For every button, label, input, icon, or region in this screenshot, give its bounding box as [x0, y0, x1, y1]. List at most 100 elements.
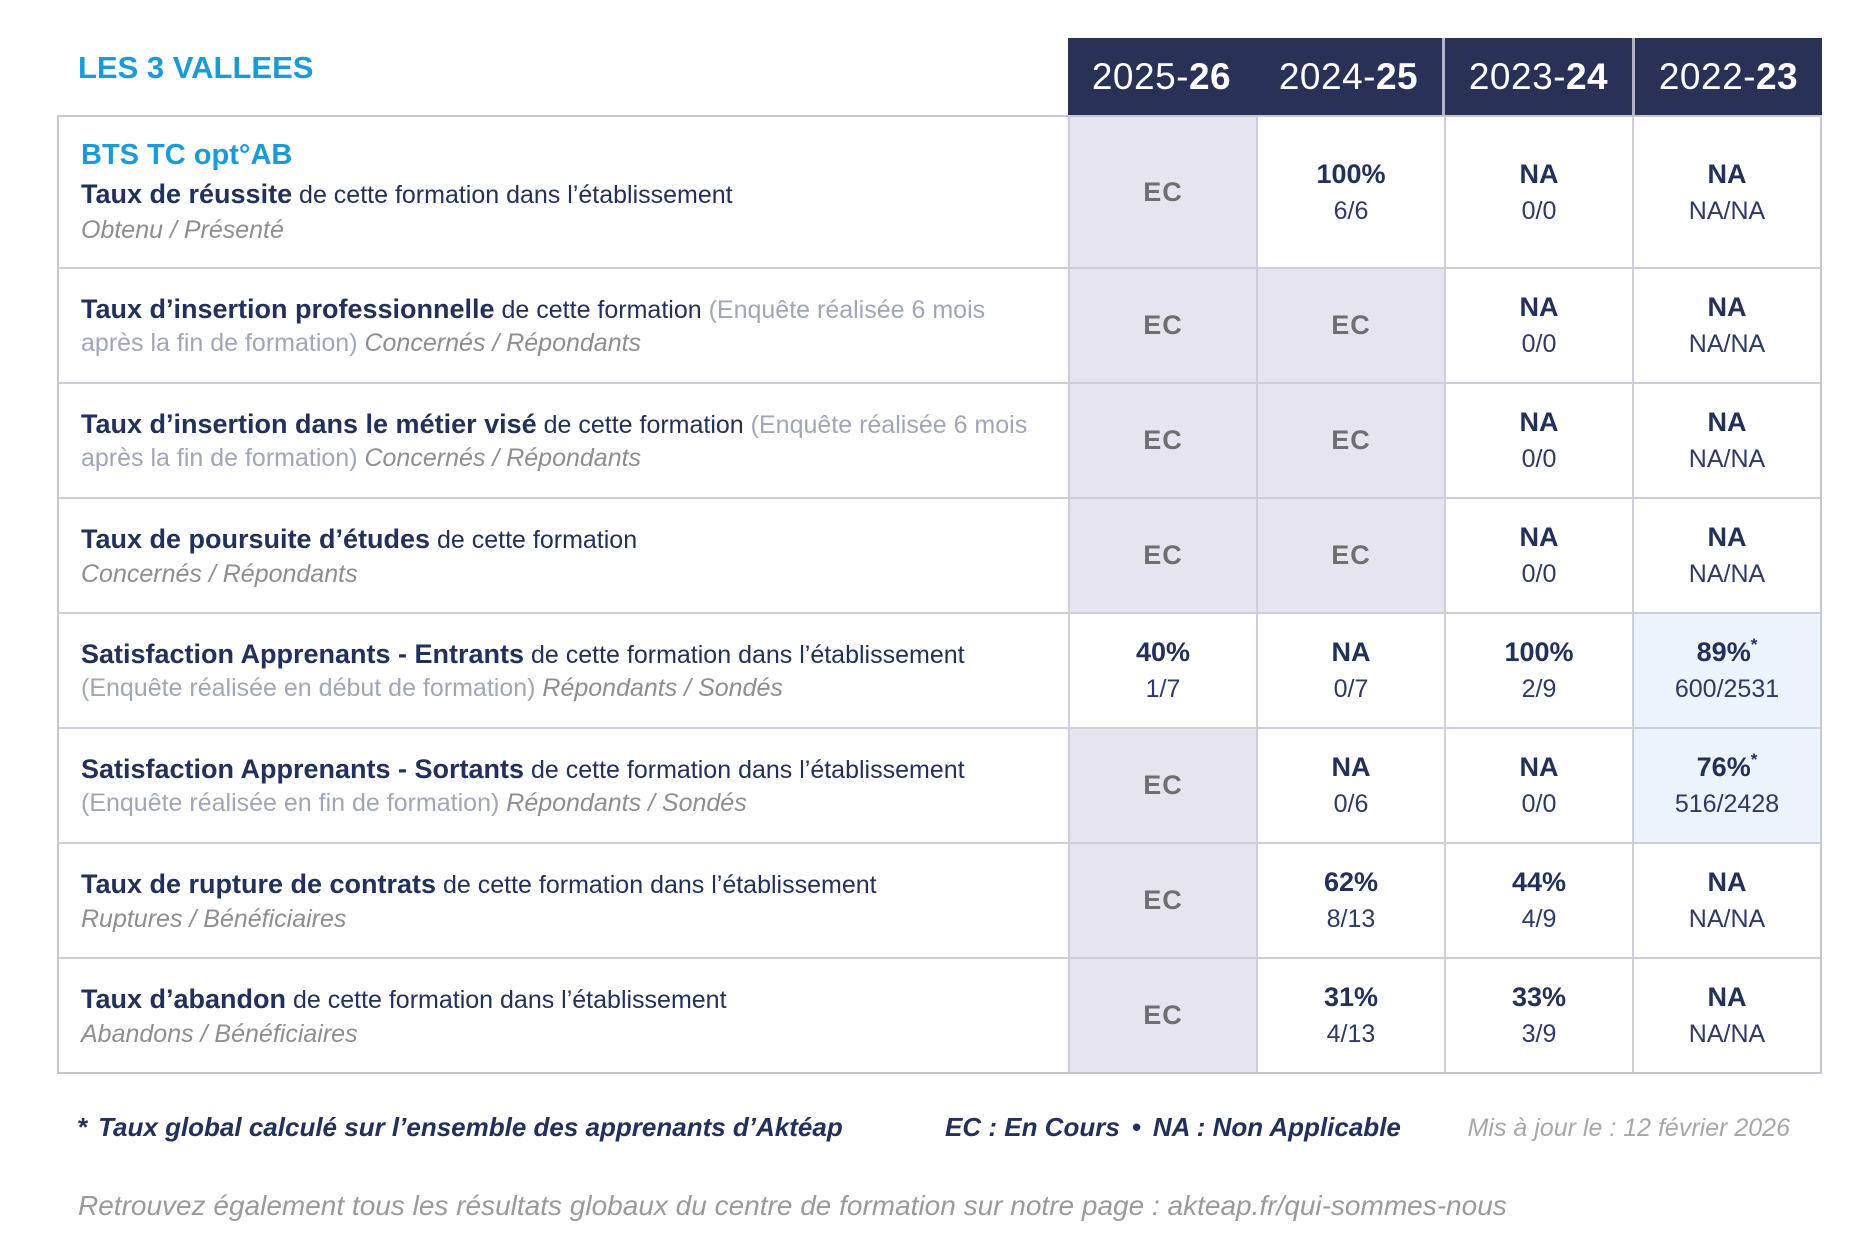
metric-name: Taux d’insertion professionnelle [81, 293, 495, 324]
metric-description: de cette formation dans l’établissement [524, 640, 965, 669]
metric-title: Taux de poursuite d’études de cette form… [81, 522, 1044, 557]
year-column-header-2025-26: 2025- 26 [1068, 38, 1255, 115]
metric-label: Taux de rupture de contrats de cette for… [59, 844, 1068, 957]
metric-name: Taux d’abandon [81, 983, 287, 1014]
metric-description: de cette formation dans l’établissement [292, 181, 733, 210]
table-row-satisfaction-sortants: Satisfaction Apprenants - Sortants de ce… [59, 727, 1820, 842]
metric-description: de cette formation dans l’établissement [286, 985, 727, 1014]
cell-value: EC [1143, 885, 1183, 915]
cell-detail: 0/0 [1521, 560, 1557, 588]
cell-detail: 0/0 [1521, 790, 1557, 818]
cell-detail: 3/9 [1521, 1020, 1557, 1048]
value-cell-global-rate: 89%* 600/2531 [1632, 614, 1820, 727]
value-cell: 33% 3/9 [1444, 959, 1632, 1072]
metric-description: de cette formation [494, 295, 702, 324]
legend-na: NA : Non Applicable [1152, 1112, 1401, 1142]
value-cell: EC [1068, 959, 1256, 1072]
metric-name: Taux de réussite [81, 179, 293, 210]
cell-value: EC [1143, 310, 1183, 340]
value-cell: NA NA/NA [1632, 117, 1820, 267]
metric-formula: Obtenu / Présenté [81, 215, 284, 244]
cell-value: 76%* [1696, 750, 1758, 782]
global-rate-footnote: * Taux global calculé sur l’ensemble des … [78, 1112, 843, 1143]
metric-survey-note: (Enquête réalisée en fin de formation) [81, 788, 500, 817]
metric-survey-note: (Enquête réalisée en début de formation) [81, 673, 536, 702]
table-row-poursuite-etudes: Taux de poursuite d’études de cette form… [59, 497, 1820, 612]
cell-detail: 8/13 [1326, 905, 1376, 933]
cell-detail: NA/NA [1688, 445, 1766, 473]
year-base: 2022- [1658, 55, 1756, 97]
value-cell: NA NA/NA [1632, 499, 1820, 612]
cell-detail: NA/NA [1688, 196, 1766, 225]
table-row-satisfaction-entrants: Satisfaction Apprenants - Entrants de ce… [59, 612, 1820, 727]
year-column-header-2024-25: 2024- 25 [1255, 38, 1442, 115]
value-cell: NA 0/7 [1256, 614, 1444, 727]
year-column-header-2022-23: 2022- 23 [1632, 38, 1822, 115]
website-url[interactable]: akteap.fr/qui-sommes-nous [1167, 1190, 1507, 1221]
value-cell: EC [1068, 499, 1256, 612]
cell-value: NA [1519, 158, 1559, 189]
value-cell: EC [1068, 729, 1256, 842]
metric-label: Taux d’insertion dans le métier visé de … [59, 384, 1068, 497]
cell-detail: 4/9 [1521, 905, 1557, 933]
metric-label: Taux d’abandon de cette formation dans l… [59, 959, 1068, 1072]
year-bold: 24 [1565, 55, 1609, 97]
year-base: 2024- [1278, 55, 1376, 97]
cell-value: NA [1519, 752, 1559, 782]
metric-description: de cette formation dans l’établissement [436, 870, 877, 899]
cell-detail: 516/2428 [1674, 790, 1780, 818]
value-cell: 44% 4/9 [1444, 844, 1632, 957]
cell-detail: 0/7 [1333, 675, 1369, 703]
table-row-rupture-contrats: Taux de rupture de contrats de cette for… [59, 842, 1820, 957]
metric-label: Satisfaction Apprenants - Entrants de ce… [59, 614, 1068, 727]
year-bold: 26 [1188, 55, 1232, 97]
metric-label: Satisfaction Apprenants - Sortants de ce… [59, 729, 1068, 842]
value-cell: NA 0/6 [1256, 729, 1444, 842]
cell-value: 100% [1504, 637, 1574, 667]
cell-value: EC [1143, 770, 1183, 800]
cell-value: NA [1707, 522, 1747, 552]
year-base: 2025- [1091, 55, 1189, 97]
year-bold: 23 [1755, 55, 1799, 97]
cell-value: NA [1331, 752, 1371, 782]
cell-detail: 0/0 [1521, 330, 1557, 358]
metric-name: Taux de rupture de contrats [81, 868, 437, 899]
metric-name: Taux de poursuite d’études [81, 523, 431, 554]
metric-formula: Répondants / Sondés [535, 673, 783, 702]
value-cell: EC [1256, 499, 1444, 612]
course-title: BTS TC opt°AB [81, 139, 293, 172]
cell-value: NA [1519, 292, 1559, 322]
cell-value: NA [1707, 292, 1747, 322]
cell-detail: 0/0 [1521, 445, 1557, 473]
cell-value: EC [1143, 425, 1183, 455]
table-row-insertion-metier-vise: Taux d’insertion dans le métier visé de … [59, 382, 1820, 497]
value-cell: NA 0/0 [1444, 269, 1632, 382]
legend-ec: EC : En Cours [945, 1112, 1120, 1142]
value-cell: NA NA/NA [1632, 384, 1820, 497]
cell-value: NA [1707, 158, 1747, 189]
cell-value: EC [1143, 540, 1183, 570]
metric-label: BTS TC opt°AB Taux de réussite de cette … [59, 117, 1068, 267]
metric-survey-note: (Enquête réalisée 6 mois après la fin de… [81, 295, 986, 357]
cell-value: EC [1331, 310, 1371, 340]
value-cell: NA 0/0 [1444, 499, 1632, 612]
metric-title: Taux de réussite de cette formation dans… [81, 177, 1044, 212]
bullet-separator: • [1131, 1112, 1141, 1142]
cell-value: 62% [1323, 867, 1379, 897]
cell-value: NA [1331, 637, 1371, 667]
table-body: BTS TC opt°AB Taux de réussite de cette … [57, 115, 1822, 1074]
value-cell: NA 0/0 [1444, 117, 1632, 267]
metric-formula: Abandons / Bénéficiaires [81, 1020, 358, 1049]
value-cell: 40% 1/7 [1068, 614, 1256, 727]
value-cell: 62% 8/13 [1256, 844, 1444, 957]
metric-name: Taux d’insertion dans le métier visé [81, 408, 537, 439]
value-cell: EC [1068, 117, 1256, 267]
table-row-insertion-professionnelle: Taux d’insertion professionnelle de cett… [59, 267, 1820, 382]
cell-value: NA [1707, 982, 1747, 1012]
cell-detail: 1/7 [1145, 675, 1181, 703]
metric-description: de cette formation [536, 410, 744, 439]
table-row-abandon: Taux d’abandon de cette formation dans l… [59, 957, 1820, 1072]
cell-value: NA [1519, 407, 1559, 437]
metric-formula: Répondants / Sondés [499, 788, 747, 817]
metric-label: Taux de poursuite d’études de cette form… [59, 499, 1068, 612]
